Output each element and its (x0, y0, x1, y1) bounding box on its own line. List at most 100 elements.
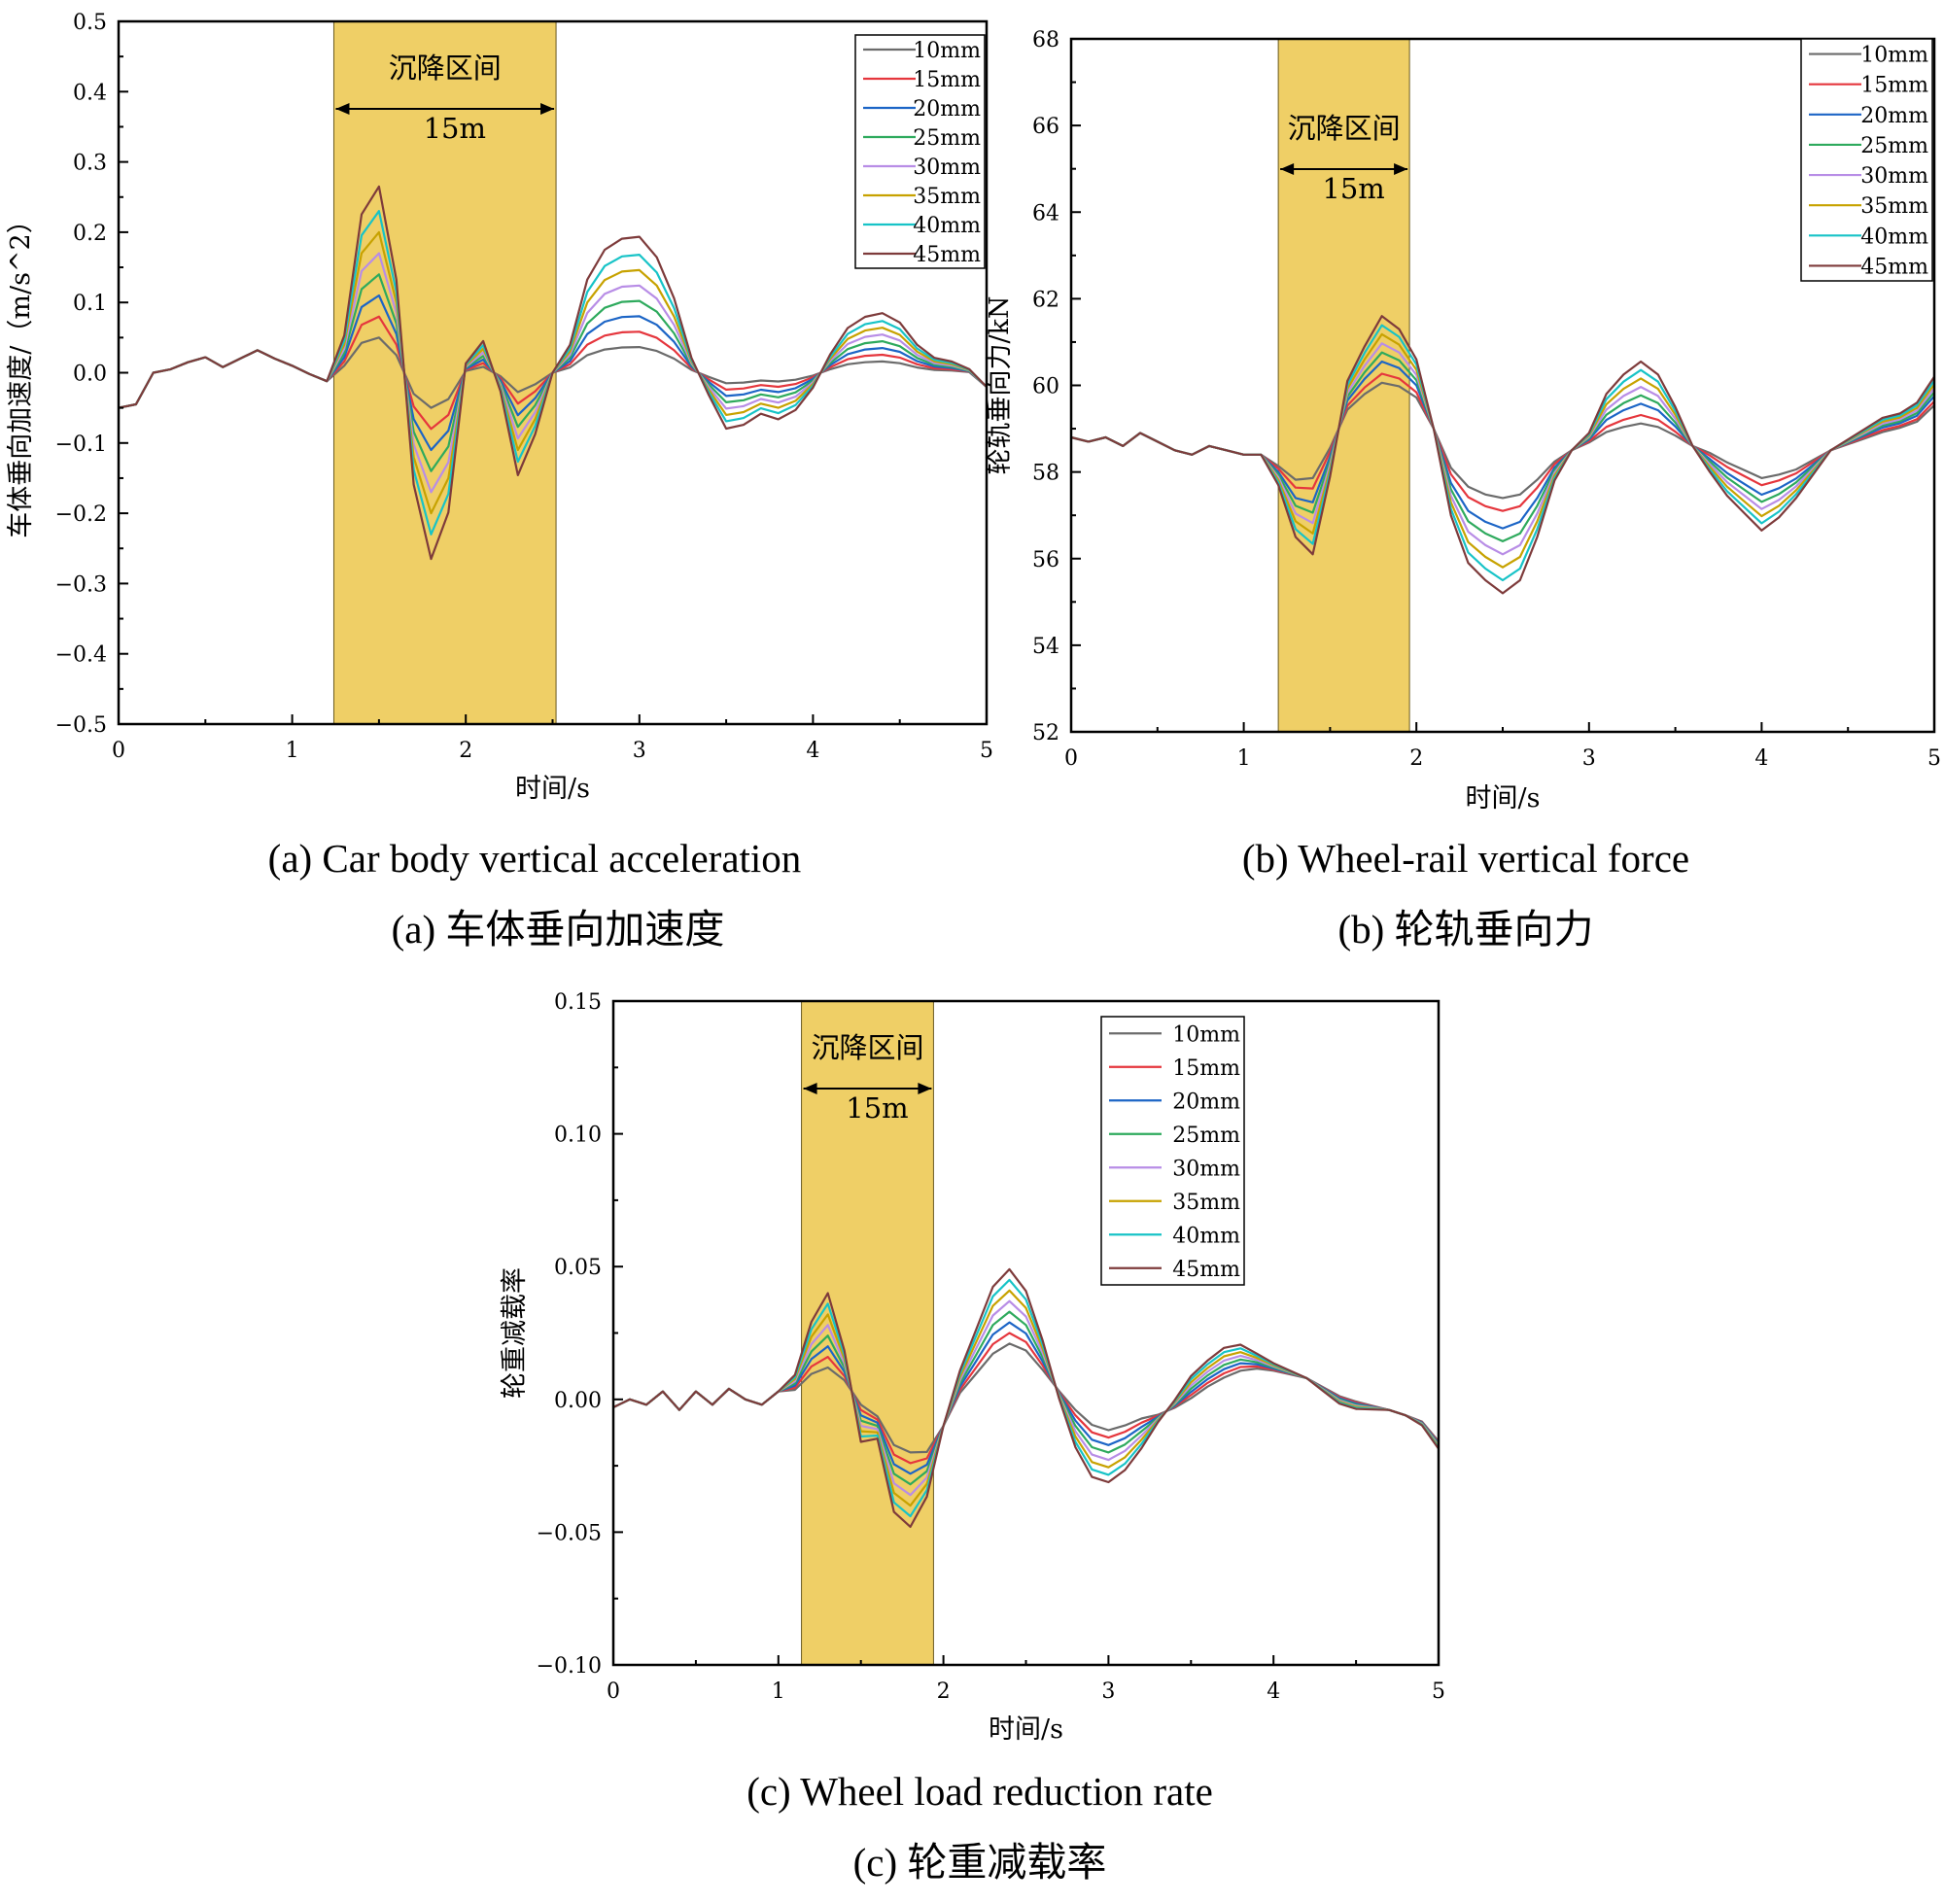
legend-label: 35mm (1860, 194, 1928, 219)
legend-label: 10mm (913, 39, 981, 63)
y-tick-label: 62 (1032, 288, 1059, 312)
legend-label: 20mm (1172, 1090, 1240, 1114)
y-tick-label: 52 (1032, 721, 1059, 745)
caption-b-en: (b) Wheel-rail vertical force (1242, 836, 1689, 881)
chart-car-body-acceleration: 沉降区间 15m 0 1 2 3 4 5 −0.5 −0.4 −0.3 −0.2 −0.1 0.0 0.1 0… (6, 11, 993, 804)
y-tick-label: 0.5 (73, 11, 107, 35)
settlement-zone-length: 15m (424, 112, 486, 145)
legend-box (854, 34, 986, 269)
legend-label: 25mm (913, 126, 981, 151)
series-line-45mm (612, 1267, 1440, 1528)
caption-c-zh: (c) 轮重减载率 (853, 1840, 1107, 1885)
y-tick-label: 54 (1032, 635, 1059, 659)
y-axis-title: 车体垂向加速度/（m/s^2） (6, 207, 36, 537)
legend-label: 35mm (1172, 1191, 1240, 1215)
series-line-25mm (612, 1310, 1440, 1486)
y-tick-label: 0.3 (73, 152, 107, 176)
y-tick-label: 0.05 (554, 1256, 602, 1280)
y-tick-label: 60 (1032, 375, 1059, 399)
legend-label: 35mm (913, 185, 981, 209)
legend-label: 40mm (1172, 1224, 1240, 1248)
x-tick-label: 0 (112, 739, 125, 763)
y-tick-label: 0.2 (73, 222, 107, 246)
settlement-zone-label: 沉降区间 (1288, 112, 1401, 145)
y-tick-label: 56 (1032, 548, 1059, 572)
series-line-30mm (1070, 342, 1935, 556)
y-tick-label: −0.10 (537, 1654, 602, 1679)
y-tick-label: 0.00 (554, 1389, 602, 1413)
x-tick-label: 3 (1101, 1679, 1115, 1704)
y-tick-label: 66 (1032, 115, 1059, 139)
y-tick-label: −0.05 (537, 1521, 602, 1545)
series-line-45mm (118, 185, 988, 561)
x-tick-label: 2 (937, 1679, 951, 1704)
x-tick-label: 0 (1064, 746, 1078, 771)
y-tick-label: 0.0 (73, 363, 107, 387)
legend-label: 15mm (1860, 74, 1928, 98)
settlement-zone-length: 15m (1322, 172, 1384, 205)
series-line-35mm (612, 1289, 1440, 1507)
y-tick-label: 58 (1032, 462, 1059, 486)
chart-wheel-load-reduction: 沉降区间 15m 0 1 2 3 4 5 −0.10 −0.05 0.00 0.05 0.10 0.15 时… (500, 990, 1445, 1745)
series-line-25mm (1070, 351, 1935, 542)
x-tick-label: 1 (286, 739, 299, 763)
settlement-zone (801, 1000, 934, 1666)
settlement-zone-arrowhead-left (1280, 163, 1295, 175)
chart-wheel-rail-force: 沉降区间 15m 0 1 2 3 4 5 52 54 56 58 60 62 64 66 68 时间/s 轮轨垂向力… (985, 28, 1941, 814)
x-tick-label: 3 (1582, 746, 1596, 771)
legend-label: 45mm (1860, 255, 1928, 279)
x-tick-label: 2 (1409, 746, 1423, 771)
legend-label: 10mm (1172, 1022, 1240, 1047)
series-line-20mm (1070, 360, 1935, 530)
y-tick-label: −0.2 (55, 502, 107, 527)
legend-box (1800, 38, 1933, 282)
y-axis-title: 轮轨垂向力/kN (985, 295, 1015, 474)
y-tick-label: 68 (1032, 28, 1059, 52)
series-line-15mm (1070, 372, 1935, 512)
legend-label: 30mm (1860, 164, 1928, 189)
legend-label: 25mm (1172, 1124, 1240, 1148)
x-tick-label: 1 (772, 1679, 785, 1704)
y-tick-label: 64 (1032, 201, 1059, 225)
series-line-45mm (1070, 315, 1935, 595)
settlement-zone-arrowhead-right (1394, 163, 1408, 175)
series-line-10mm (612, 1342, 1440, 1454)
y-tick-label: −0.3 (55, 572, 107, 597)
settlement-zone-arrowhead-right (918, 1083, 932, 1094)
x-tick-label: 4 (1267, 1679, 1280, 1704)
settlement-zone-label: 沉降区间 (389, 52, 502, 85)
x-tick-label: 2 (459, 739, 472, 763)
x-tick-label: 3 (633, 739, 646, 763)
settlement-zone-length: 15m (846, 1091, 908, 1125)
legend-label: 15mm (913, 68, 981, 92)
y-tick-label: −0.1 (55, 433, 107, 457)
legend-box (1100, 1016, 1245, 1286)
x-tick-label: 1 (1237, 746, 1251, 771)
series-line-20mm (612, 1321, 1440, 1475)
x-tick-label: 5 (980, 739, 993, 763)
legend-label: 20mm (1860, 104, 1928, 128)
y-tick-label: 0.4 (73, 81, 107, 105)
caption-b-zh: (b) 轮轨垂向力 (1337, 907, 1593, 952)
legend-label: 40mm (1860, 225, 1928, 249)
x-tick-label: 4 (806, 739, 819, 763)
y-tick-label: −0.4 (55, 643, 107, 668)
y-tick-label: 0.10 (554, 1124, 602, 1148)
legend-label: 45mm (913, 243, 981, 267)
legend-label: 15mm (1172, 1056, 1240, 1081)
y-tick-label: −0.5 (55, 713, 107, 738)
x-tick-label: 5 (1927, 746, 1941, 771)
x-tick-label: 0 (607, 1679, 620, 1704)
settlement-zone (332, 20, 557, 725)
y-axis-title: 轮重减载率 (500, 1267, 530, 1399)
legend-label: 30mm (913, 156, 981, 180)
caption-a-en: (a) Car body vertical acceleration (268, 836, 802, 881)
legend-label: 45mm (1172, 1258, 1240, 1282)
y-tick-label: 0.1 (73, 292, 107, 316)
legend-label: 30mm (1172, 1157, 1240, 1181)
series-line-15mm (612, 1332, 1440, 1465)
x-axis-title: 时间/s (989, 1714, 1063, 1745)
settlement-zone-arrowhead-left (335, 103, 350, 115)
